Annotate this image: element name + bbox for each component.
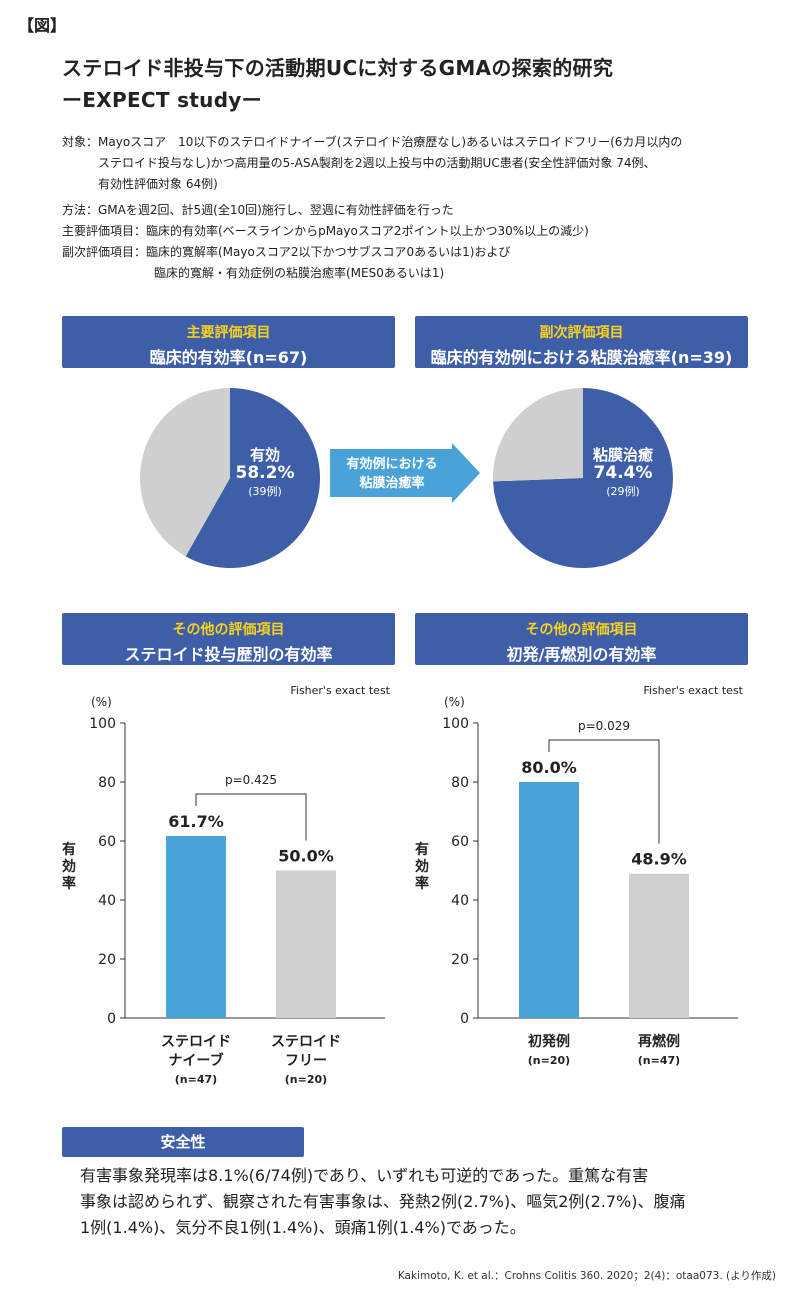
pie1-slice-1	[139, 388, 230, 557]
x-category-label-1: 再燃例	[638, 1033, 680, 1050]
bar-value-label: 50.0%	[278, 847, 334, 866]
page-title-line2: ーEXPECT studyー	[62, 88, 262, 112]
subject-line-2: ステロイド投与なし)かつ高用量の5-ASA製剤を2週以上投与中の活動期UC患者(…	[98, 156, 656, 170]
bar-1	[276, 870, 336, 1018]
pie-chart-mucosal-healing	[493, 388, 673, 568]
bar-value-label: 48.9%	[631, 850, 687, 869]
panel-title: 臨床的有効例における粘膜治癒率(n=39)	[430, 348, 733, 367]
arrow-label-line2: 粘膜治癒率	[359, 476, 425, 491]
onset-relapse-panel: その他の評価項目 初発/再燃別の有効率	[415, 613, 748, 665]
pie1-label-pct: 58.2%	[235, 463, 295, 484]
subject-text-1: Mayoスコア 10以下のステロイドナイーブ(ステロイド治療歴なし)あるいはステ…	[98, 135, 683, 149]
y-tick-label: 60	[451, 834, 469, 850]
method-line: 方法：GMAを週2回、計5週(全10回)施行し、翌週に有効性評価を行った	[62, 203, 454, 217]
panel-title: 初発/再燃別の有効率	[506, 645, 657, 664]
bar-value-label: 80.0%	[521, 758, 577, 777]
pie2-label-pct: 74.4%	[593, 463, 653, 484]
panel-subtitle: 副次評価項目	[539, 325, 624, 341]
pie1-label-n: (39例)	[248, 484, 282, 498]
pie2-label: 粘膜治癒 74.4% (29例)	[578, 446, 668, 498]
secondary-endpoint-line-2: 臨床的寛解・有効症例の粘膜治癒率(MES0あるいは1)	[154, 266, 445, 280]
test-label: Fisher's exact test	[643, 684, 743, 697]
safety-line-3: 1例(1.4%)、気分不良1例(1.4%)、頭痛1例(1.4%)であった。	[80, 1218, 526, 1237]
pie2-label-name: 粘膜治癒	[592, 446, 653, 464]
bar-chart-steroid-history: (%) Fisher's exact test 0 20 40 60 80 100 有効率 61.…	[62, 684, 391, 1086]
p-value-label: p=0.029	[578, 719, 630, 733]
x-category-label-2: ナイーブ	[168, 1052, 223, 1069]
panel-subtitle: 主要評価項目	[186, 325, 271, 341]
significance-bracket	[195, 793, 307, 841]
arrow-label-line1: 有効例における	[346, 457, 438, 472]
pie2-slice-1	[493, 388, 583, 482]
y-unit-label: (%)	[91, 695, 112, 709]
test-label: Fisher's exact test	[290, 684, 390, 697]
y-tick-label: 0	[107, 1011, 116, 1027]
x-category-n: (n=20)	[285, 1073, 327, 1086]
x-category-label-1: ステロイド	[161, 1034, 231, 1050]
subject-line-3: 有効性評価対象 64例)	[98, 177, 218, 191]
x-category-n: (n=47)	[638, 1054, 680, 1067]
y-tick-label: 0	[460, 1011, 469, 1027]
primary-endpoint-line: 主要評価項目：臨床的有効率(ベースラインからpMayoスコア2ポイント以上かつ3…	[62, 224, 589, 238]
page-title-line1: ステロイド非投与下の活動期UCに対するGMAの探索的研究	[62, 56, 614, 80]
significance-bracket	[548, 739, 660, 844]
bar-0	[519, 782, 579, 1018]
bar-value-label: 61.7%	[168, 812, 224, 831]
bar-1	[629, 873, 689, 1018]
x-category-label-2: フリー	[285, 1053, 327, 1069]
y-tick-label: 80	[98, 775, 116, 791]
bar-0	[166, 835, 226, 1018]
pie-chart-efficacy	[139, 388, 320, 568]
panel-title: 臨床的有効率(n=67)	[149, 348, 308, 367]
x-category-label-1: 初発例	[528, 1033, 570, 1050]
safety-line-2: 事象は認められず、観察された有害事象は、発熱2例(2.7%)、嘔気2例(2.7%…	[80, 1192, 686, 1211]
panel-title: ステロイド投与歴別の有効率	[124, 645, 333, 664]
y-tick-label: 80	[451, 775, 469, 791]
y-axis-label-char: 率	[415, 875, 429, 892]
y-tick-label: 100	[442, 716, 469, 732]
safety-heading: 安全性	[62, 1127, 304, 1157]
pie2-label-n: (29例)	[606, 484, 640, 498]
subject-label: 対象：	[62, 135, 99, 149]
y-unit-label: (%)	[444, 695, 465, 709]
y-tick-label: 40	[451, 893, 469, 909]
y-tick-label: 20	[451, 952, 469, 968]
primary-endpoint-panel: 主要評価項目 臨床的有効率(n=67)	[62, 316, 395, 368]
x-category-label-1: ステロイド	[271, 1034, 341, 1050]
p-value-label: p=0.425	[225, 773, 277, 787]
panel-subtitle: その他の評価項目	[172, 622, 285, 638]
bar-chart-onset-relapse: (%) Fisher's exact test 0 20 40 60 80 100 有効率 80.…	[415, 684, 744, 1067]
citation: Kakimoto, K. et al.：Crohns Colitis 360. …	[397, 1270, 776, 1282]
y-tick-label: 20	[98, 952, 116, 968]
y-axis-label-char: 効	[415, 858, 429, 875]
secondary-endpoint-panel: 副次評価項目 臨床的有効例における粘膜治癒率(n=39)	[415, 316, 748, 368]
figure-tag: 【図】	[18, 16, 67, 35]
x-category-n: (n=20)	[528, 1054, 570, 1067]
safety-line-1: 有害事象発現率は8.1%(6/74例)であり、いずれも可逆的であった。重篤な有害	[80, 1166, 649, 1185]
x-category-n: (n=47)	[175, 1073, 217, 1086]
steroid-history-panel: その他の評価項目 ステロイド投与歴別の有効率	[62, 613, 395, 665]
pie1-slice-0	[185, 388, 320, 568]
y-axis-label-char: 効	[62, 858, 76, 875]
panel-subtitle: その他の評価項目	[525, 622, 638, 638]
secondary-endpoint-line-1: 副次評価項目：臨床的寛解率(Mayoスコア2以下かつサブスコア0あるいは1)およ…	[62, 245, 511, 259]
y-axis-label-char: 有	[62, 841, 76, 858]
y-axis-label-char: 有	[415, 841, 429, 858]
y-tick-label: 60	[98, 834, 116, 850]
pie2-slice-0	[493, 388, 673, 568]
pie1-label: 有効 58.2% (39例)	[225, 446, 305, 498]
y-axis-label-char: 率	[62, 875, 76, 892]
y-tick-label: 40	[98, 893, 116, 909]
subject-line-1: 対象：Mayoスコア 10以下のステロイドナイーブ(ステロイド治療歴なし)あるい…	[62, 132, 682, 152]
safety-text: 有害事象発現率は8.1%(6/74例)であり、いずれも可逆的であった。重篤な有害…	[80, 1163, 780, 1241]
pie1-label-name: 有効	[249, 446, 280, 464]
arrow-label: 有効例における 粘膜治癒率	[330, 455, 454, 493]
arrow-right-icon	[330, 443, 480, 503]
y-tick-label: 100	[89, 716, 116, 732]
